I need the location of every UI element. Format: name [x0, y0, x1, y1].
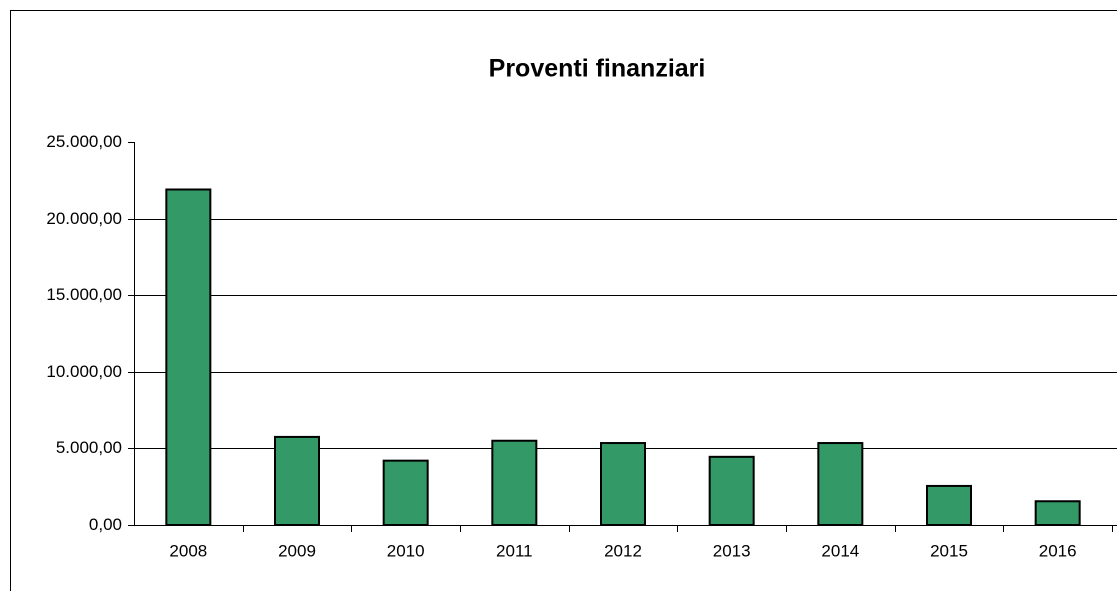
x-tick-label: 2008	[169, 541, 207, 560]
bar	[491, 439, 538, 526]
x-tick-label: 2012	[604, 541, 642, 560]
x-tick-label: 2015	[930, 541, 968, 560]
bar	[1034, 500, 1081, 526]
x-tick-label: 2011	[496, 541, 533, 560]
chart-title: Proventi finanziari	[489, 55, 706, 83]
bar	[274, 435, 320, 526]
bar	[382, 459, 429, 527]
y-tick-label: 20.000,00	[46, 209, 122, 228]
bar	[708, 455, 755, 526]
y-tick-label: 10.000,00	[46, 362, 122, 381]
bar	[165, 188, 212, 526]
x-tick-label: 2010	[387, 541, 425, 560]
bar	[600, 442, 646, 526]
x-tick-label: 2014	[821, 541, 859, 560]
y-tick-label: 25.000,00	[46, 132, 122, 151]
y-tick-label: 0,00	[89, 515, 122, 534]
y-tick-label: 15.000,00	[46, 285, 122, 304]
x-tick-label: 2016	[1039, 541, 1077, 560]
bar	[817, 442, 864, 526]
x-tick-label: 2009	[278, 541, 316, 560]
bar	[926, 484, 972, 526]
x-tick-label: 2013	[713, 541, 751, 560]
y-tick-label: 5.000,00	[56, 438, 122, 457]
